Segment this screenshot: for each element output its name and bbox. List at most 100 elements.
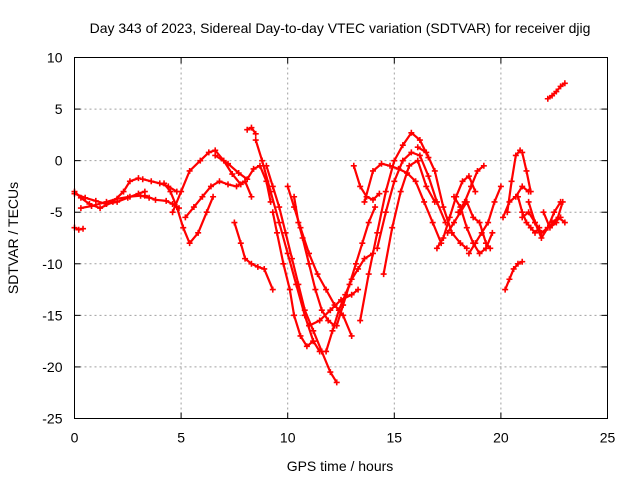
data-point (527, 224, 534, 231)
x-tick-label: 25 (600, 430, 616, 446)
data-point (167, 188, 174, 195)
data-point (248, 260, 255, 267)
data-point (126, 193, 133, 200)
data-point (310, 338, 317, 345)
data-point (291, 193, 298, 200)
data-point (440, 235, 447, 241)
series-arc-20 (333, 204, 379, 329)
data-point (161, 180, 168, 187)
data-point (263, 162, 270, 169)
data-point (282, 229, 289, 236)
data-point (463, 245, 470, 252)
data-point (291, 312, 298, 319)
data-point (408, 149, 415, 156)
data-point (82, 194, 89, 201)
data-point (465, 250, 472, 257)
data-point (523, 167, 530, 174)
data-point (519, 214, 526, 221)
series-arc-38 (519, 149, 534, 195)
data-point (180, 224, 187, 231)
series-arc-30 (455, 162, 487, 216)
data-point (474, 167, 481, 174)
data-point (248, 193, 255, 200)
data-point (365, 271, 372, 278)
y-tick-label: -20 (42, 359, 62, 375)
data-point (286, 286, 293, 293)
y-tick-label: 0 (55, 153, 63, 169)
data-point (500, 214, 507, 221)
x-axis-label: GPS time / hours (287, 458, 394, 474)
series-arc-11 (231, 219, 276, 293)
data-point (126, 178, 133, 185)
data-point (355, 265, 362, 272)
data-point (348, 332, 355, 339)
data-point (225, 181, 232, 188)
data-point (470, 214, 477, 221)
data-point (276, 204, 283, 211)
data-point (216, 178, 223, 185)
data-point (269, 183, 276, 190)
data-point (540, 209, 547, 216)
data-point (414, 157, 421, 164)
data-point (242, 255, 249, 262)
data-point (491, 198, 498, 205)
data-point (457, 240, 464, 247)
data-point (502, 286, 509, 293)
data-point (461, 198, 468, 205)
y-tick-label: 10 (47, 50, 63, 66)
data-point (152, 196, 159, 203)
data-point (267, 188, 274, 195)
series-arc-40 (544, 80, 568, 102)
data-point (423, 183, 430, 190)
data-point (261, 265, 268, 272)
data-point (148, 178, 155, 185)
series-line-arc-31 (467, 185, 502, 255)
data-point (361, 255, 368, 262)
series-line-arc-28 (446, 200, 492, 250)
series-arc-41 (549, 214, 568, 226)
series-arc-35 (514, 193, 543, 236)
data-point (523, 219, 530, 226)
data-point (259, 157, 266, 164)
data-point (280, 260, 287, 267)
data-point (210, 193, 217, 200)
data-point (80, 225, 87, 232)
data-point (527, 188, 534, 195)
data-point (549, 219, 556, 226)
data-point (248, 124, 255, 131)
data-point (163, 197, 170, 204)
data-point (314, 271, 321, 278)
x-tick-label: 0 (71, 430, 79, 446)
data-point (288, 255, 295, 262)
data-point (195, 229, 202, 236)
series-line-arc-15 (271, 211, 315, 348)
data-point (446, 214, 453, 221)
data-point (352, 260, 359, 267)
x-tick-label: 20 (493, 430, 509, 446)
data-point (553, 88, 560, 95)
data-point (207, 183, 214, 190)
data-point (244, 126, 251, 133)
data-point (120, 188, 127, 195)
data-point (416, 152, 423, 159)
data-point (478, 229, 485, 236)
series-line-arc-10 (214, 154, 272, 203)
data-point (416, 137, 423, 144)
series-line-arc-18 (307, 288, 360, 327)
data-point (359, 240, 366, 247)
data-point (429, 219, 436, 226)
data-point (244, 176, 251, 183)
data-point (497, 183, 504, 190)
data-point (519, 149, 526, 156)
data-point (295, 281, 302, 288)
data-point (92, 197, 99, 204)
data-point (433, 245, 440, 252)
data-point (512, 152, 519, 159)
data-point (374, 229, 381, 236)
data-point (380, 271, 387, 278)
data-point (295, 219, 302, 226)
data-point (75, 226, 82, 233)
data-point (256, 162, 263, 169)
data-point (139, 176, 146, 183)
data-point (369, 167, 376, 174)
